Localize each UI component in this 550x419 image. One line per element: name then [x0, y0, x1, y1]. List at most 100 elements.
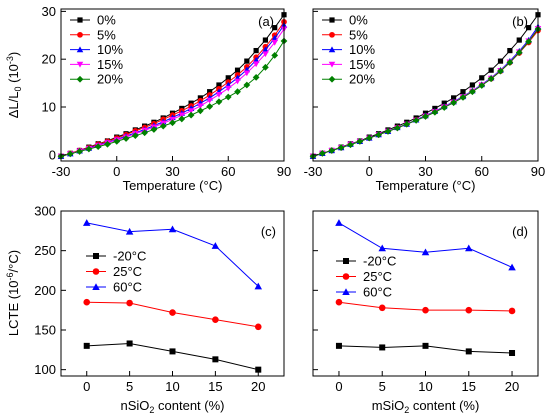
- panel-a-label: (a): [258, 14, 274, 29]
- legend-label: -20°C: [363, 254, 396, 269]
- series-line-a-2: [60, 24, 285, 157]
- x-tick-label: 0: [83, 379, 90, 394]
- panel-a-xlabel: Temperature (°C): [123, 178, 223, 193]
- legend-marker: [328, 75, 336, 83]
- data-point-d-0: [335, 342, 342, 349]
- legend-label: 25°C: [113, 264, 142, 279]
- panel-a-legend: 0%5%10%15%20%: [70, 13, 123, 87]
- data-point-a-4: [76, 148, 83, 155]
- data-point-a-4: [262, 63, 269, 71]
- x-tick-label: 10: [418, 379, 432, 394]
- data-point-a-2: [262, 46, 269, 53]
- legend-label: 5%: [97, 27, 116, 42]
- x-tick-label: -30: [52, 164, 71, 179]
- data-point-b-4: [497, 67, 504, 75]
- data-point-a-0: [253, 47, 259, 54]
- panel-c-ticks: 0 5 10 15 20 100 150 200 250 300: [34, 204, 265, 395]
- data-point-b-0: [507, 47, 513, 54]
- panel-c-legend: -20°C25°C60°C: [86, 249, 146, 295]
- data-point-b-4: [365, 134, 373, 142]
- data-point-b-4: [478, 82, 486, 89]
- panel-c-ylabel-main: LCTE (10: [6, 280, 21, 336]
- data-point-c-1: [254, 323, 262, 331]
- data-point-b-4: [375, 131, 383, 139]
- x-tick-label: 20: [505, 379, 519, 394]
- panel-b-legend: 0%5%10%15%20%: [322, 13, 375, 87]
- data-point-b-4: [431, 108, 439, 116]
- legend-marker: [342, 288, 350, 295]
- x-tick-label: 5: [379, 379, 386, 394]
- panel-a-series: [57, 12, 288, 160]
- data-point-c-1: [212, 316, 219, 323]
- data-point-c-2: [254, 282, 263, 290]
- data-point-d-1: [465, 306, 473, 314]
- legend-label: 20%: [349, 72, 375, 87]
- x-tick-label: 0: [366, 164, 373, 179]
- data-point-a-4: [215, 98, 223, 106]
- data-point-b-0: [460, 89, 466, 95]
- data-point-c-2: [211, 242, 220, 249]
- data-point-a-0: [272, 25, 278, 31]
- panel-c-ylabel: LCTE (10-6/°C): [5, 250, 21, 336]
- data-point-b-4: [468, 88, 476, 96]
- data-point-d-1: [508, 307, 516, 315]
- data-point-a-0: [244, 58, 250, 64]
- data-point-b-4: [356, 138, 364, 145]
- data-point-a-3: [215, 91, 223, 98]
- panel-c-frame: [60, 210, 285, 377]
- x-tick-label: 20: [251, 379, 265, 394]
- x-tick-label: -30: [304, 164, 323, 179]
- data-point-a-4: [224, 93, 232, 101]
- series-line-c-0: [86, 342, 259, 371]
- x-tick-label: 15: [462, 379, 476, 394]
- data-point-c-0: [255, 366, 262, 373]
- panel-d-frame: [312, 210, 539, 377]
- x-tick-label: 15: [208, 379, 222, 394]
- panel-a-frame: [60, 8, 285, 162]
- x-tick-label: 90: [531, 164, 545, 179]
- legend-marker: [92, 283, 100, 290]
- legend-label: 10%: [97, 42, 123, 57]
- data-point-b-4: [403, 120, 411, 128]
- x-tick-label: 0: [335, 379, 342, 394]
- x-tick-label: 30: [418, 164, 432, 179]
- data-point-b-0: [441, 100, 447, 106]
- series-line-a-3: [60, 28, 285, 157]
- data-point-a-4: [196, 107, 204, 115]
- data-point-a-3: [252, 61, 260, 68]
- panel-c-ylabel-close: /°C): [6, 250, 21, 273]
- legend-label: 5%: [349, 27, 368, 42]
- data-point-b-0: [488, 67, 494, 73]
- legend-marker: [76, 75, 84, 83]
- panel-a-ylabel-sub: 0: [13, 86, 23, 91]
- data-point-d-2: [378, 244, 386, 252]
- y-tick-label: 150: [34, 322, 56, 337]
- legend-label: 0%: [349, 13, 368, 28]
- data-point-b-4: [450, 99, 458, 107]
- data-point-c-1: [126, 299, 133, 307]
- legend-label: 60°C: [363, 285, 392, 300]
- data-point-a-3: [178, 112, 186, 119]
- x-tick-label: 60: [221, 164, 235, 179]
- data-point-c-0: [212, 356, 219, 363]
- panel-c-xlabel-a: nSiO: [120, 398, 149, 413]
- data-point-a-4: [104, 140, 111, 148]
- data-point-a-0: [225, 75, 231, 81]
- panel-c-label: (c): [261, 224, 276, 239]
- data-point-a-4: [141, 129, 149, 137]
- data-point-a-4: [243, 81, 251, 89]
- y-tick-label: 20: [42, 52, 56, 67]
- legend-marker: [328, 61, 336, 68]
- data-point-b-0: [497, 58, 504, 64]
- data-point-c-2: [82, 219, 91, 226]
- panel-a-ylabel-unit: (10: [6, 64, 21, 86]
- y-tick-label: 200: [34, 283, 56, 298]
- data-point-a-4: [206, 103, 214, 110]
- y-tick-label: 100: [34, 362, 56, 377]
- data-point-b-4: [487, 75, 495, 83]
- data-point-a-4: [187, 111, 195, 119]
- data-point-b-4: [412, 116, 420, 124]
- data-point-a-0: [262, 37, 269, 43]
- data-point-c-1: [83, 298, 91, 306]
